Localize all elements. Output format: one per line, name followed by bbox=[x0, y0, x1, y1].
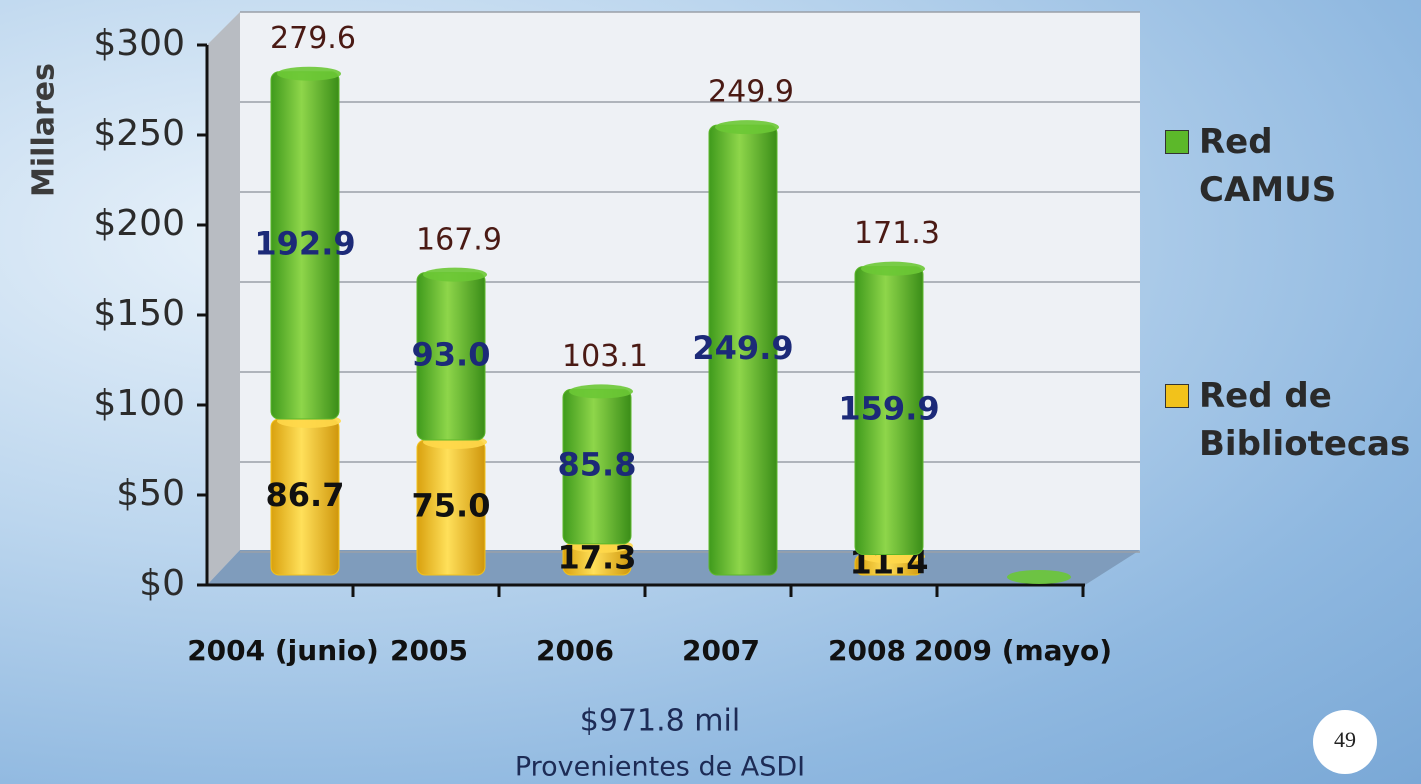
back-wall bbox=[240, 12, 1140, 550]
x-tick-label: 2008 bbox=[828, 634, 906, 667]
x-tick-label: 2006 bbox=[536, 634, 614, 667]
y-tick-label: $250 bbox=[93, 113, 185, 154]
value-label: 86.7 bbox=[266, 476, 345, 514]
legend-swatch bbox=[1165, 384, 1189, 408]
side-wall bbox=[207, 12, 240, 585]
y-tick-label: $150 bbox=[93, 293, 185, 334]
total-label: 103.1 bbox=[562, 339, 648, 374]
legend-swatch bbox=[1165, 130, 1189, 154]
value-label: 85.8 bbox=[558, 446, 637, 484]
bar-top bbox=[1007, 570, 1071, 584]
legend-label: Red de Bibliotecas bbox=[1199, 376, 1411, 464]
y-tick-label: $0 bbox=[139, 563, 185, 604]
legend-item: Red CAMUS bbox=[1165, 118, 1419, 214]
x-tick-label: 2004 (junio) bbox=[187, 634, 379, 667]
page-number: 49 bbox=[1334, 727, 1356, 752]
bar-top bbox=[423, 267, 487, 282]
bar-top bbox=[861, 261, 925, 276]
bar-top bbox=[569, 384, 633, 399]
value-label: 249.9 bbox=[692, 329, 793, 367]
y-tick-label: $200 bbox=[93, 203, 185, 244]
value-label: 17.3 bbox=[558, 538, 637, 576]
total-label: 171.3 bbox=[854, 216, 940, 251]
x-tick-label: 2007 bbox=[682, 634, 760, 667]
total-label: 249.9 bbox=[708, 75, 794, 110]
legend-item: Red de Bibliotecas bbox=[1165, 372, 1419, 468]
x-tick-label: 2005 bbox=[390, 634, 468, 667]
annotation: Provenientes de ASDI bbox=[515, 752, 805, 783]
legend-label: Red CAMUS bbox=[1199, 122, 1337, 210]
y-tick-label: $100 bbox=[93, 383, 185, 424]
total-label: 167.9 bbox=[416, 222, 502, 257]
y-tick-label: $50 bbox=[116, 473, 185, 514]
value-label: 192.9 bbox=[254, 224, 355, 262]
value-label: 75.0 bbox=[412, 487, 491, 525]
floor bbox=[207, 550, 1140, 585]
y-axis-title: Millares bbox=[27, 63, 62, 197]
bar-top bbox=[277, 66, 341, 81]
annotation: $971.8 mil bbox=[580, 704, 740, 739]
value-label: 159.9 bbox=[838, 390, 939, 428]
y-tick-label: $300 bbox=[93, 23, 185, 64]
page-badge bbox=[1313, 710, 1377, 774]
x-tick-label: 2009 (mayo) bbox=[914, 634, 1112, 667]
value-label: 93.0 bbox=[412, 335, 491, 373]
total-label: 279.6 bbox=[270, 21, 356, 56]
bar-top bbox=[715, 120, 779, 135]
